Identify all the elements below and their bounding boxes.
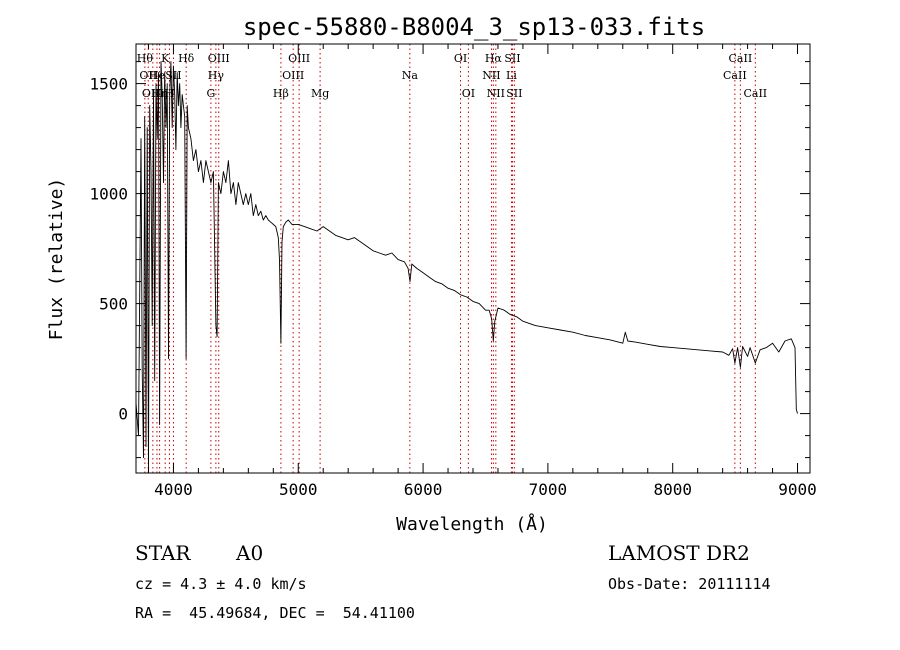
line-marker-label: CaII xyxy=(743,87,767,100)
line-marker-label: OIII xyxy=(208,52,230,65)
line-marker-label: Hβ xyxy=(273,87,289,100)
x-tick-label: 8000 xyxy=(653,480,692,499)
line-marker-label: OIII xyxy=(288,52,310,65)
axis-ticks: 4000 5000 6000 7000 8000 9000 0 500 1000 1500 xyxy=(89,44,817,499)
line-marker-label: G xyxy=(206,87,215,100)
x-tick-label: 9000 xyxy=(778,480,817,499)
line-markers xyxy=(144,44,756,473)
y-tick-label: 0 xyxy=(118,405,128,424)
line-marker-label: SII xyxy=(506,87,522,100)
line-marker-label: CaII xyxy=(729,52,753,65)
line-marker-label: Hγ xyxy=(208,69,225,82)
survey-name: LAMOST DR2 xyxy=(608,541,750,565)
object-type: STAR xyxy=(135,541,191,565)
line-marker-label: Li xyxy=(506,69,517,82)
line-marker-label: Hθ xyxy=(137,52,154,65)
y-tick-label: 1500 xyxy=(89,75,128,94)
y-axis-label: Flux (relative) xyxy=(46,178,67,341)
x-tick-label: 5000 xyxy=(279,480,318,499)
observation-date: Obs-Date: 20111114 xyxy=(608,575,771,593)
x-tick-label: 7000 xyxy=(529,480,568,499)
line-marker-label: Hδ xyxy=(178,52,195,65)
line-marker-label: He xyxy=(149,69,165,82)
chart-title: spec-55880-B8004_3_sp13-033.fits xyxy=(243,13,705,41)
redshift-velocity: cz = 4.3 ± 4.0 km/s xyxy=(135,575,307,593)
sky-coordinates: RA = 45.49684, DEC = 54.41100 xyxy=(135,604,415,622)
line-marker-label: Mg xyxy=(311,87,329,100)
line-marker-labels: HθOIIOIIIHeHηKHSIIHδGHγOIIIHβOIIIOIIIMgN… xyxy=(137,52,767,100)
line-marker-label: NII xyxy=(487,87,505,100)
line-marker-label: CaII xyxy=(723,69,747,82)
line-marker-label: OI xyxy=(462,87,475,100)
line-marker-label: OI xyxy=(454,52,467,65)
plot-frame xyxy=(135,43,811,474)
line-marker-label: K xyxy=(161,52,170,65)
x-tick-label: 4000 xyxy=(154,480,193,499)
object-subclass: A0 xyxy=(236,541,264,565)
line-marker-label: OIII xyxy=(282,69,304,82)
y-tick-label: 1000 xyxy=(89,185,128,204)
x-tick-label: 6000 xyxy=(404,480,443,499)
line-marker-label: OII xyxy=(139,69,157,82)
line-marker-label: Na xyxy=(402,69,419,82)
y-tick-label: 500 xyxy=(99,295,128,314)
line-marker-label: SII xyxy=(504,52,520,65)
line-marker-label: NII xyxy=(482,69,500,82)
line-marker-label: Hα xyxy=(485,52,503,65)
spectrum-line xyxy=(135,61,798,470)
x-axis-label: Wavelength (Å) xyxy=(396,513,548,535)
